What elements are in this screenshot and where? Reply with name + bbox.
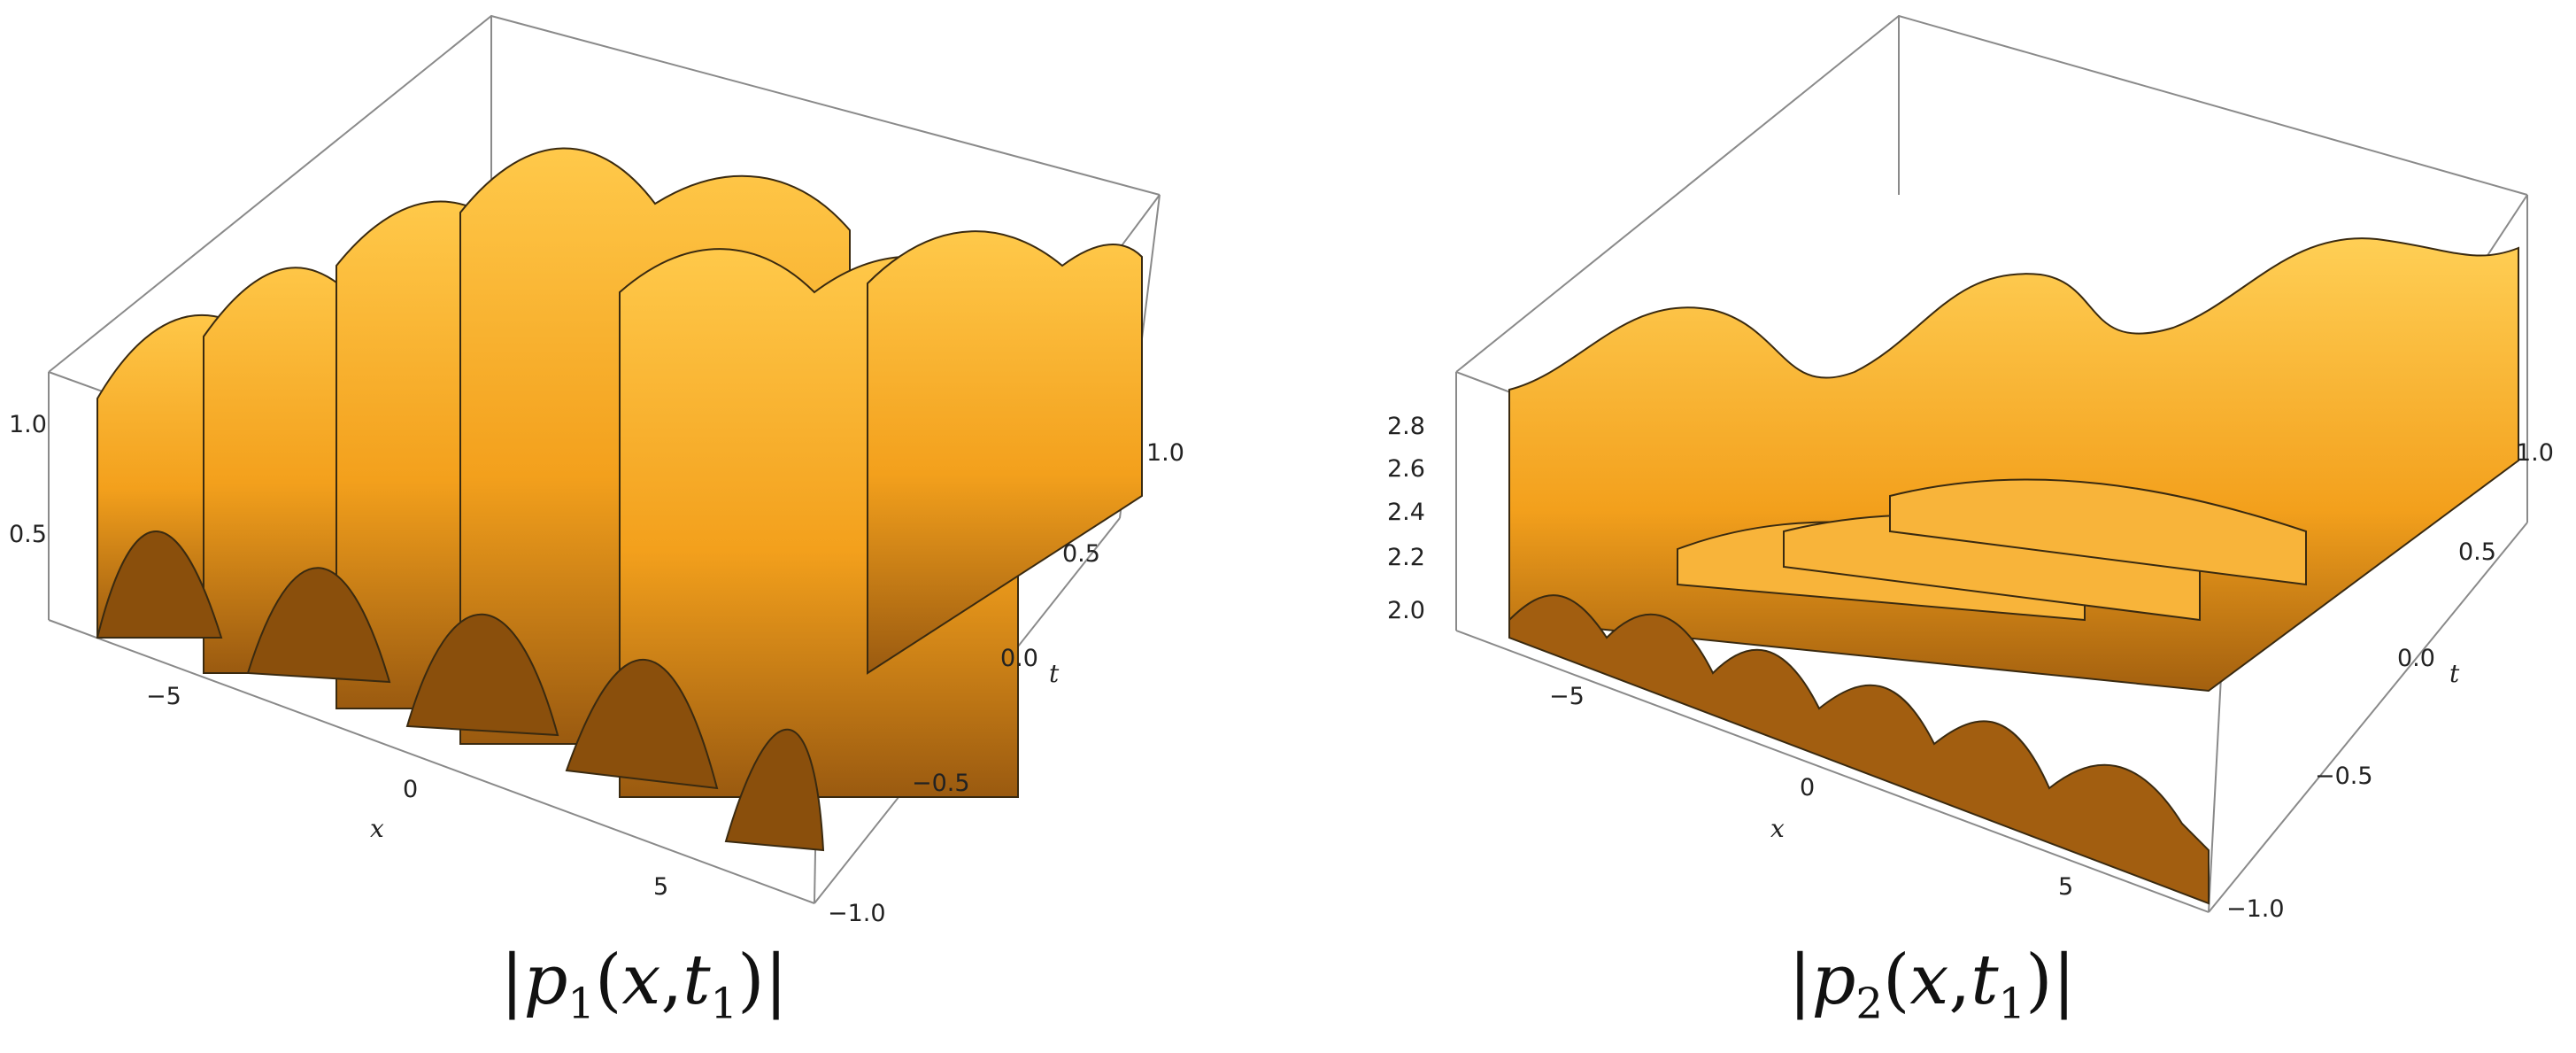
surface-p2 xyxy=(1508,237,2519,905)
t-tick-2: 0.5 xyxy=(1062,540,1100,568)
surface-plot-p2: 2.8 2.6 2.4 2.2 2.0 −5 0 5 x 1.0 0.5 0.0… xyxy=(1387,14,2554,923)
z-tick-2: 2.6 xyxy=(1387,455,1425,483)
z-tick-1: 2.8 xyxy=(1387,413,1425,440)
x-tick-3: 5 xyxy=(2058,873,2073,901)
plot-panel-p2: 2.8 2.6 2.4 2.2 2.0 −5 0 5 x 1.0 0.5 0.0… xyxy=(1288,0,2576,1053)
t-axis-label: t xyxy=(1049,659,1060,688)
x-axis-label: x xyxy=(1770,814,1785,843)
t-tick-3: 0.0 xyxy=(1000,645,1038,672)
x-tick-2: 0 xyxy=(1800,774,1815,801)
x-axis-label: x xyxy=(370,814,384,843)
z-tick-2: 0.5 xyxy=(9,521,47,548)
t-tick-5: −1.0 xyxy=(2226,895,2285,923)
t-tick-1: 1.0 xyxy=(2516,439,2554,467)
surface-p1 xyxy=(96,147,1143,852)
surface-plot-p1: 1.0 0.5 −5 0 5 x 1.0 0.5 0.0 −0.5 −1.0 t xyxy=(9,14,1184,927)
caption-p2: |p2(x,t1)| xyxy=(1788,941,2076,1029)
z-tick-5: 2.0 xyxy=(1387,597,1425,624)
t-tick-1: 1.0 xyxy=(1146,439,1184,467)
t-axis-label: t xyxy=(2449,659,2460,688)
t-tick-5: −1.0 xyxy=(828,900,886,927)
x-tick-3: 5 xyxy=(653,873,668,901)
caption-p1: |p1(x,t1)| xyxy=(500,941,788,1029)
z-tick-3: 2.4 xyxy=(1387,499,1425,526)
t-tick-3: 0.0 xyxy=(2397,645,2435,672)
z-tick-4: 2.2 xyxy=(1387,544,1425,571)
z-tick-1: 1.0 xyxy=(9,411,47,438)
x-tick-1: −5 xyxy=(1549,683,1585,710)
t-tick-4: −0.5 xyxy=(912,770,970,797)
t-tick-4: −0.5 xyxy=(2315,763,2373,790)
t-tick-2: 0.5 xyxy=(2458,538,2496,566)
x-tick-1: −5 xyxy=(146,683,181,710)
x-tick-2: 0 xyxy=(403,776,418,803)
plot-panel-p1: 1.0 0.5 −5 0 5 x 1.0 0.5 0.0 −0.5 −1.0 t… xyxy=(9,14,1184,1029)
